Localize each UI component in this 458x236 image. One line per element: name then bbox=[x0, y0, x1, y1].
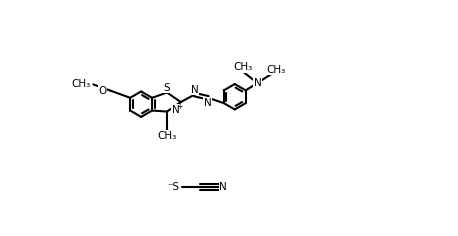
Text: +: + bbox=[176, 102, 182, 111]
Text: CH₃: CH₃ bbox=[267, 65, 286, 75]
Text: CH₃: CH₃ bbox=[233, 63, 252, 72]
Text: N: N bbox=[172, 105, 180, 115]
Text: N: N bbox=[191, 85, 199, 95]
Text: CH₃: CH₃ bbox=[158, 131, 177, 141]
Text: N: N bbox=[254, 78, 261, 88]
Text: CH₃: CH₃ bbox=[71, 80, 90, 89]
Text: N: N bbox=[204, 98, 212, 108]
Text: S: S bbox=[164, 83, 170, 93]
Text: O: O bbox=[98, 86, 106, 96]
Text: ⁻S: ⁻S bbox=[168, 182, 180, 192]
Text: N: N bbox=[219, 182, 227, 192]
